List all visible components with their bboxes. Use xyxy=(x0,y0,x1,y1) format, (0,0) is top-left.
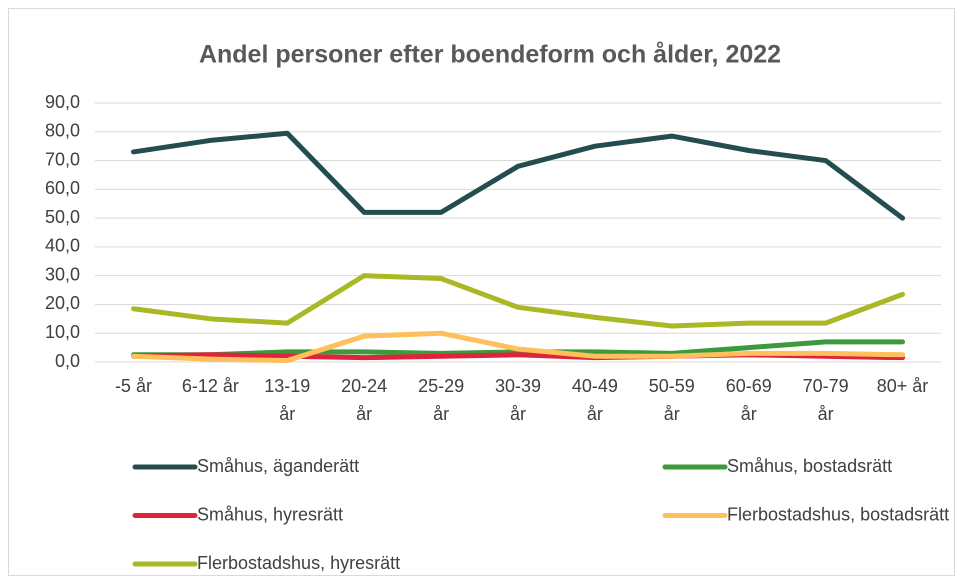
series-line xyxy=(130,130,906,221)
legend-label: Småhus, hyresrätt xyxy=(197,504,343,524)
legend-label: Flerbostadshus, bostadsrätt xyxy=(727,504,949,524)
series-line xyxy=(130,330,906,364)
series-line xyxy=(130,339,906,358)
chart-title: Andel personer efter boendeform och ålde… xyxy=(199,41,781,69)
y-tick-label: 80,0 xyxy=(45,121,80,141)
x-tick-label: 50-59 år xyxy=(649,376,695,424)
x-tick-label: 20-24 år xyxy=(341,376,387,424)
y-tick-label: 70,0 xyxy=(45,149,80,169)
y-tick-label: 0,0 xyxy=(55,351,80,371)
legend-label: Småhus, äganderätt xyxy=(197,456,359,476)
x-tick-label: -5 år xyxy=(115,376,152,396)
y-tick-label: 50,0 xyxy=(45,207,80,227)
x-tick-label: 60-69 år xyxy=(726,376,772,424)
y-tick-label: 20,0 xyxy=(45,293,80,313)
x-tick-label: 25-29 år xyxy=(418,376,464,424)
x-tick-label: 13-19 år xyxy=(264,376,310,424)
x-tick-label: 70-79 år xyxy=(803,376,849,424)
y-tick-label: 30,0 xyxy=(45,264,80,284)
x-tick-label: 80+ år xyxy=(877,376,929,396)
x-tick-label: 6-12 år xyxy=(182,376,239,396)
series-line xyxy=(130,273,906,329)
y-tick-label: 60,0 xyxy=(45,178,80,198)
legend-label: Flerbostadshus, hyresrätt xyxy=(197,553,400,573)
x-tick-label: 30-39 år xyxy=(495,376,541,424)
y-tick-label: 40,0 xyxy=(45,236,80,256)
legend-label: Småhus, bostadsrätt xyxy=(727,456,892,476)
y-tick-label: 90,0 xyxy=(45,92,80,112)
y-tick-label: 10,0 xyxy=(45,322,80,342)
x-tick-label: 40-49 år xyxy=(572,376,618,424)
